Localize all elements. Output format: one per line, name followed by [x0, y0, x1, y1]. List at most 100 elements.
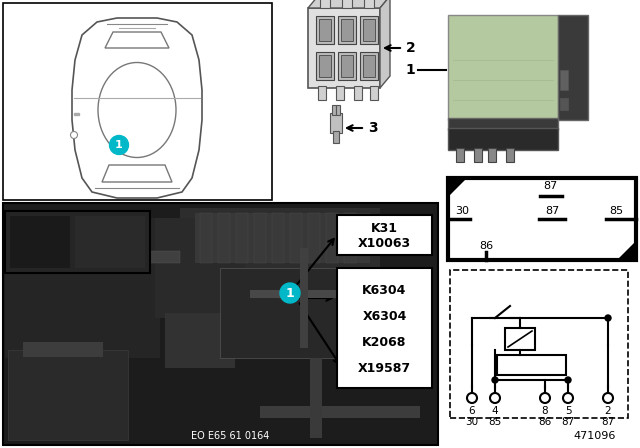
Text: 85: 85 — [488, 417, 502, 427]
Bar — [23, 342, 103, 357]
Text: 2: 2 — [406, 41, 416, 55]
Text: K31: K31 — [371, 222, 398, 235]
Bar — [290, 213, 302, 263]
Text: 8: 8 — [541, 406, 548, 416]
Bar — [320, 0, 330, 8]
Bar — [363, 55, 375, 77]
Bar — [308, 8, 380, 88]
Bar — [333, 131, 339, 143]
Bar — [474, 148, 482, 162]
Bar — [326, 213, 338, 263]
Bar — [254, 213, 266, 263]
Text: 87: 87 — [602, 417, 614, 427]
Polygon shape — [618, 242, 636, 260]
Bar — [300, 248, 308, 348]
Bar — [341, 55, 353, 77]
Circle shape — [492, 377, 498, 383]
Bar — [338, 16, 356, 44]
Polygon shape — [448, 178, 466, 196]
Bar — [560, 98, 568, 110]
Bar — [10, 216, 70, 268]
Text: 85: 85 — [609, 206, 623, 216]
Text: 5: 5 — [564, 406, 572, 416]
Circle shape — [467, 393, 477, 403]
Text: 87: 87 — [545, 206, 559, 216]
Polygon shape — [72, 18, 202, 198]
Bar — [448, 118, 558, 130]
Bar — [310, 358, 322, 438]
Bar — [180, 208, 380, 273]
Bar — [456, 148, 464, 162]
Text: 86: 86 — [479, 241, 493, 251]
Bar — [308, 213, 320, 263]
Polygon shape — [102, 165, 172, 182]
Bar — [336, 105, 340, 115]
Bar — [337, 215, 432, 255]
Text: 86: 86 — [538, 417, 552, 427]
Bar — [342, 0, 352, 8]
Bar — [318, 86, 326, 100]
Text: 1: 1 — [405, 63, 415, 77]
Circle shape — [70, 132, 77, 138]
Text: X6304: X6304 — [362, 310, 406, 323]
Bar — [360, 52, 378, 80]
Bar — [488, 148, 496, 162]
Bar — [360, 16, 378, 44]
Bar — [5, 218, 160, 358]
Bar — [319, 19, 331, 41]
Circle shape — [565, 377, 571, 383]
Bar — [220, 268, 350, 358]
Bar — [5, 251, 180, 263]
Text: 30: 30 — [465, 417, 479, 427]
Bar — [450, 270, 628, 418]
Circle shape — [563, 393, 573, 403]
Bar — [5, 211, 150, 273]
Bar — [8, 350, 128, 440]
Bar — [74, 113, 79, 115]
Text: 87: 87 — [543, 181, 557, 191]
Text: 3: 3 — [368, 121, 378, 135]
Bar — [236, 213, 248, 263]
Text: 87: 87 — [561, 417, 575, 427]
Text: X19587: X19587 — [358, 362, 411, 375]
Bar — [330, 113, 342, 133]
Bar — [5, 251, 180, 263]
Bar — [505, 328, 535, 350]
Bar — [336, 86, 344, 100]
Text: 2: 2 — [605, 406, 611, 416]
Bar — [316, 16, 334, 44]
Circle shape — [109, 135, 129, 155]
Bar — [319, 55, 331, 77]
Bar — [344, 213, 356, 263]
Bar — [165, 313, 235, 368]
Bar — [3, 203, 438, 445]
Bar — [497, 355, 566, 375]
Bar — [200, 213, 212, 263]
Polygon shape — [380, 0, 390, 88]
Bar — [3, 3, 272, 200]
Bar — [260, 406, 420, 418]
Bar — [8, 350, 128, 440]
Bar — [448, 15, 558, 120]
Text: K2068: K2068 — [362, 336, 406, 349]
Text: 30: 30 — [455, 206, 469, 216]
Bar — [155, 218, 245, 318]
Bar — [370, 86, 378, 100]
Bar — [272, 213, 284, 263]
Bar — [341, 19, 353, 41]
Circle shape — [603, 393, 613, 403]
Bar — [558, 15, 588, 120]
Text: 1: 1 — [285, 287, 294, 300]
Bar — [338, 52, 356, 80]
Bar — [448, 128, 558, 150]
Bar — [195, 213, 370, 263]
Bar — [337, 268, 432, 388]
Circle shape — [280, 283, 300, 303]
Text: EO E65 61 0164: EO E65 61 0164 — [191, 431, 269, 441]
Circle shape — [540, 393, 550, 403]
Bar — [364, 0, 374, 8]
Bar — [560, 70, 568, 90]
Bar — [448, 178, 636, 260]
Circle shape — [490, 393, 500, 403]
Text: K6304: K6304 — [362, 284, 406, 297]
